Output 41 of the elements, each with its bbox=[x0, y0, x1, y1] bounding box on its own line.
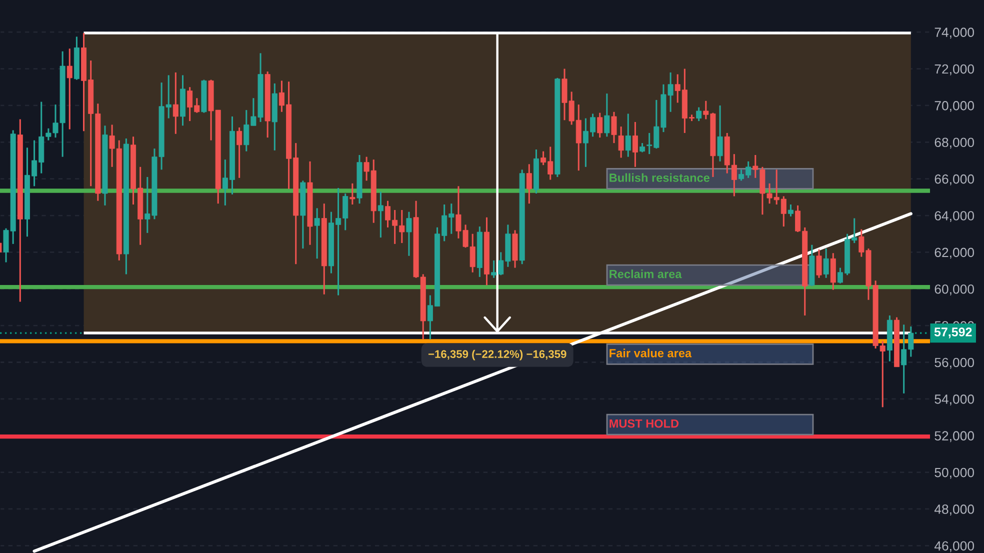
y-tick-label: 70,000 bbox=[934, 101, 974, 112]
candlestick bbox=[823, 248, 829, 279]
y-tick-label: 68,000 bbox=[934, 138, 974, 149]
candlestick bbox=[350, 182, 356, 206]
candlestick bbox=[696, 106, 702, 122]
y-tick-label: 56,000 bbox=[934, 358, 974, 369]
ref-line-label: Bullish resistance bbox=[610, 173, 710, 182]
candlestick bbox=[640, 142, 646, 153]
ref-line-label: Fair value area bbox=[610, 348, 692, 358]
candlestick bbox=[604, 92, 610, 138]
candlestick bbox=[526, 163, 532, 204]
ref-line-label: MUST HOLD bbox=[610, 419, 679, 428]
y-tick-label: 60,000 bbox=[934, 284, 974, 296]
candlestick bbox=[597, 112, 603, 138]
ref-line-label: 57,592 bbox=[934, 328, 972, 338]
candlestick bbox=[717, 104, 723, 162]
y-tick-label: 64,000 bbox=[934, 211, 974, 222]
annotation: −16,359 (−22.12%) −16,359 bbox=[428, 350, 566, 360]
y-tick-label: 62,000 bbox=[934, 248, 974, 259]
y-tick-label: 66,000 bbox=[934, 174, 974, 186]
y-tick-label: 74,000 bbox=[934, 28, 974, 39]
candlestick bbox=[611, 111, 617, 144]
candlestick bbox=[830, 252, 836, 291]
y-tick-label: 48,000 bbox=[934, 504, 974, 516]
candlestick bbox=[618, 126, 624, 159]
y-tick-label: 46,000 bbox=[934, 541, 974, 552]
ref-line-label: Reclaim area bbox=[610, 270, 682, 278]
y-tick-label: 52,000 bbox=[934, 431, 974, 442]
candlestick bbox=[625, 112, 631, 158]
y-tick-label: 54,000 bbox=[934, 394, 974, 406]
candlestick bbox=[632, 121, 638, 168]
candlestick bbox=[172, 72, 178, 135]
candlestick bbox=[788, 204, 794, 218]
candlestick bbox=[378, 190, 384, 238]
candlestick bbox=[406, 211, 412, 257]
y-tick-label: 50,000 bbox=[934, 468, 974, 479]
y-tick-label: 72,000 bbox=[934, 64, 974, 76]
candlestick bbox=[236, 126, 242, 179]
candlestick bbox=[66, 48, 72, 130]
candlestick bbox=[816, 248, 822, 279]
candlestick bbox=[314, 207, 320, 260]
